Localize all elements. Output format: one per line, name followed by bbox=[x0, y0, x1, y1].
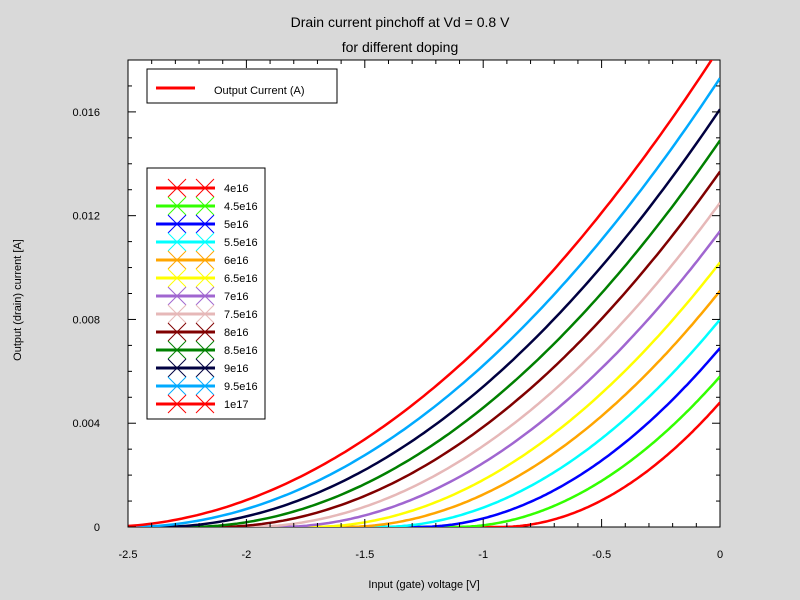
legend-item-8.5e16: 8.5e16 bbox=[156, 340, 258, 360]
x-tick-label: -0.5 bbox=[592, 549, 611, 561]
legend-item-4.5e16: 4.5e16 bbox=[156, 196, 258, 216]
y-tick-label: 0.004 bbox=[72, 418, 100, 430]
legend-output-current-label: Output Current (A) bbox=[214, 85, 304, 97]
legend-output-current: Output Current (A) bbox=[146, 68, 338, 104]
series-line-4.5e16 bbox=[128, 375, 720, 527]
legend-label: 4e16 bbox=[224, 183, 248, 195]
legend-label: 9.5e16 bbox=[224, 381, 258, 393]
legend-label: 8.5e16 bbox=[224, 345, 258, 357]
legend-item-4e16: 4e16 bbox=[156, 178, 248, 198]
legend-item-7.5e16: 7.5e16 bbox=[156, 304, 258, 324]
series-line-5e16 bbox=[128, 347, 720, 527]
legend-label: 5e16 bbox=[224, 219, 248, 231]
chart-title: Drain current pinchoff at Vd = 0.8 V bbox=[291, 14, 510, 30]
series-line-8e16 bbox=[128, 170, 720, 527]
series-line-6e16 bbox=[128, 290, 720, 527]
x-axis-title: Input (gate) voltage [V] bbox=[368, 579, 479, 591]
series-line-1e17 bbox=[128, 60, 714, 527]
legend-label: 8e16 bbox=[224, 327, 248, 339]
legend-label: 7e16 bbox=[224, 291, 248, 303]
y-tick-label: 0.008 bbox=[72, 314, 100, 326]
legend-label: 1e17 bbox=[224, 399, 248, 411]
x-tick-label: -2 bbox=[242, 549, 252, 561]
series-line-9.5e16 bbox=[128, 77, 720, 527]
legend-item-8e16: 8e16 bbox=[156, 322, 248, 342]
series-line-9e16 bbox=[128, 108, 720, 527]
legend-label: 6.5e16 bbox=[224, 273, 258, 285]
y-tick-label: 0 bbox=[94, 522, 100, 534]
chart-subtitle: for different doping bbox=[342, 39, 459, 55]
legend-label: 4.5e16 bbox=[224, 201, 258, 213]
legend-item-9e16: 9e16 bbox=[156, 358, 248, 378]
series-line-8.5e16 bbox=[128, 139, 720, 527]
series-lines bbox=[128, 60, 720, 527]
legend-item-1e17: 1e17 bbox=[156, 394, 248, 414]
axis-ticks bbox=[127, 59, 721, 528]
y-tick-label: 0.012 bbox=[72, 211, 100, 223]
x-tick-label: -1.5 bbox=[355, 549, 374, 561]
x-tick-label: -1 bbox=[478, 549, 488, 561]
y-tick-label: 0.016 bbox=[72, 107, 100, 119]
legend-label: 5.5e16 bbox=[224, 237, 258, 249]
series-line-4e16 bbox=[128, 401, 720, 527]
legend-item-6.5e16: 6.5e16 bbox=[156, 268, 258, 288]
legend-doping: 4e16 4.5e16 5e16 5.5e16 6e16 6.5e16 7e16 7.5e16… bbox=[146, 167, 266, 420]
series-line-7.5e16 bbox=[128, 201, 720, 527]
series-line-6.5e16 bbox=[128, 261, 720, 527]
legend-label: 9e16 bbox=[224, 363, 248, 375]
legend-item-5e16: 5e16 bbox=[156, 214, 248, 234]
legend-item-5.5e16: 5.5e16 bbox=[156, 232, 258, 252]
x-tick-label: -2.5 bbox=[119, 549, 138, 561]
y-axis-title: Output (drain) current [A] bbox=[12, 239, 24, 361]
legend-label: 7.5e16 bbox=[224, 309, 258, 321]
legend-item-9.5e16: 9.5e16 bbox=[156, 376, 258, 396]
legend-label: 6e16 bbox=[224, 255, 248, 267]
series-line-7e16 bbox=[128, 230, 720, 527]
tick-labels: -2.5 -2 -1.5 -1 -0.5 0 0 0.004 0.008 0.012 0.016 bbox=[72, 107, 723, 561]
legend-item-6e16: 6e16 bbox=[156, 250, 248, 270]
x-tick-label: 0 bbox=[717, 549, 723, 561]
legend-item-7e16: 7e16 bbox=[156, 286, 248, 306]
series-line-5.5e16 bbox=[128, 318, 720, 527]
